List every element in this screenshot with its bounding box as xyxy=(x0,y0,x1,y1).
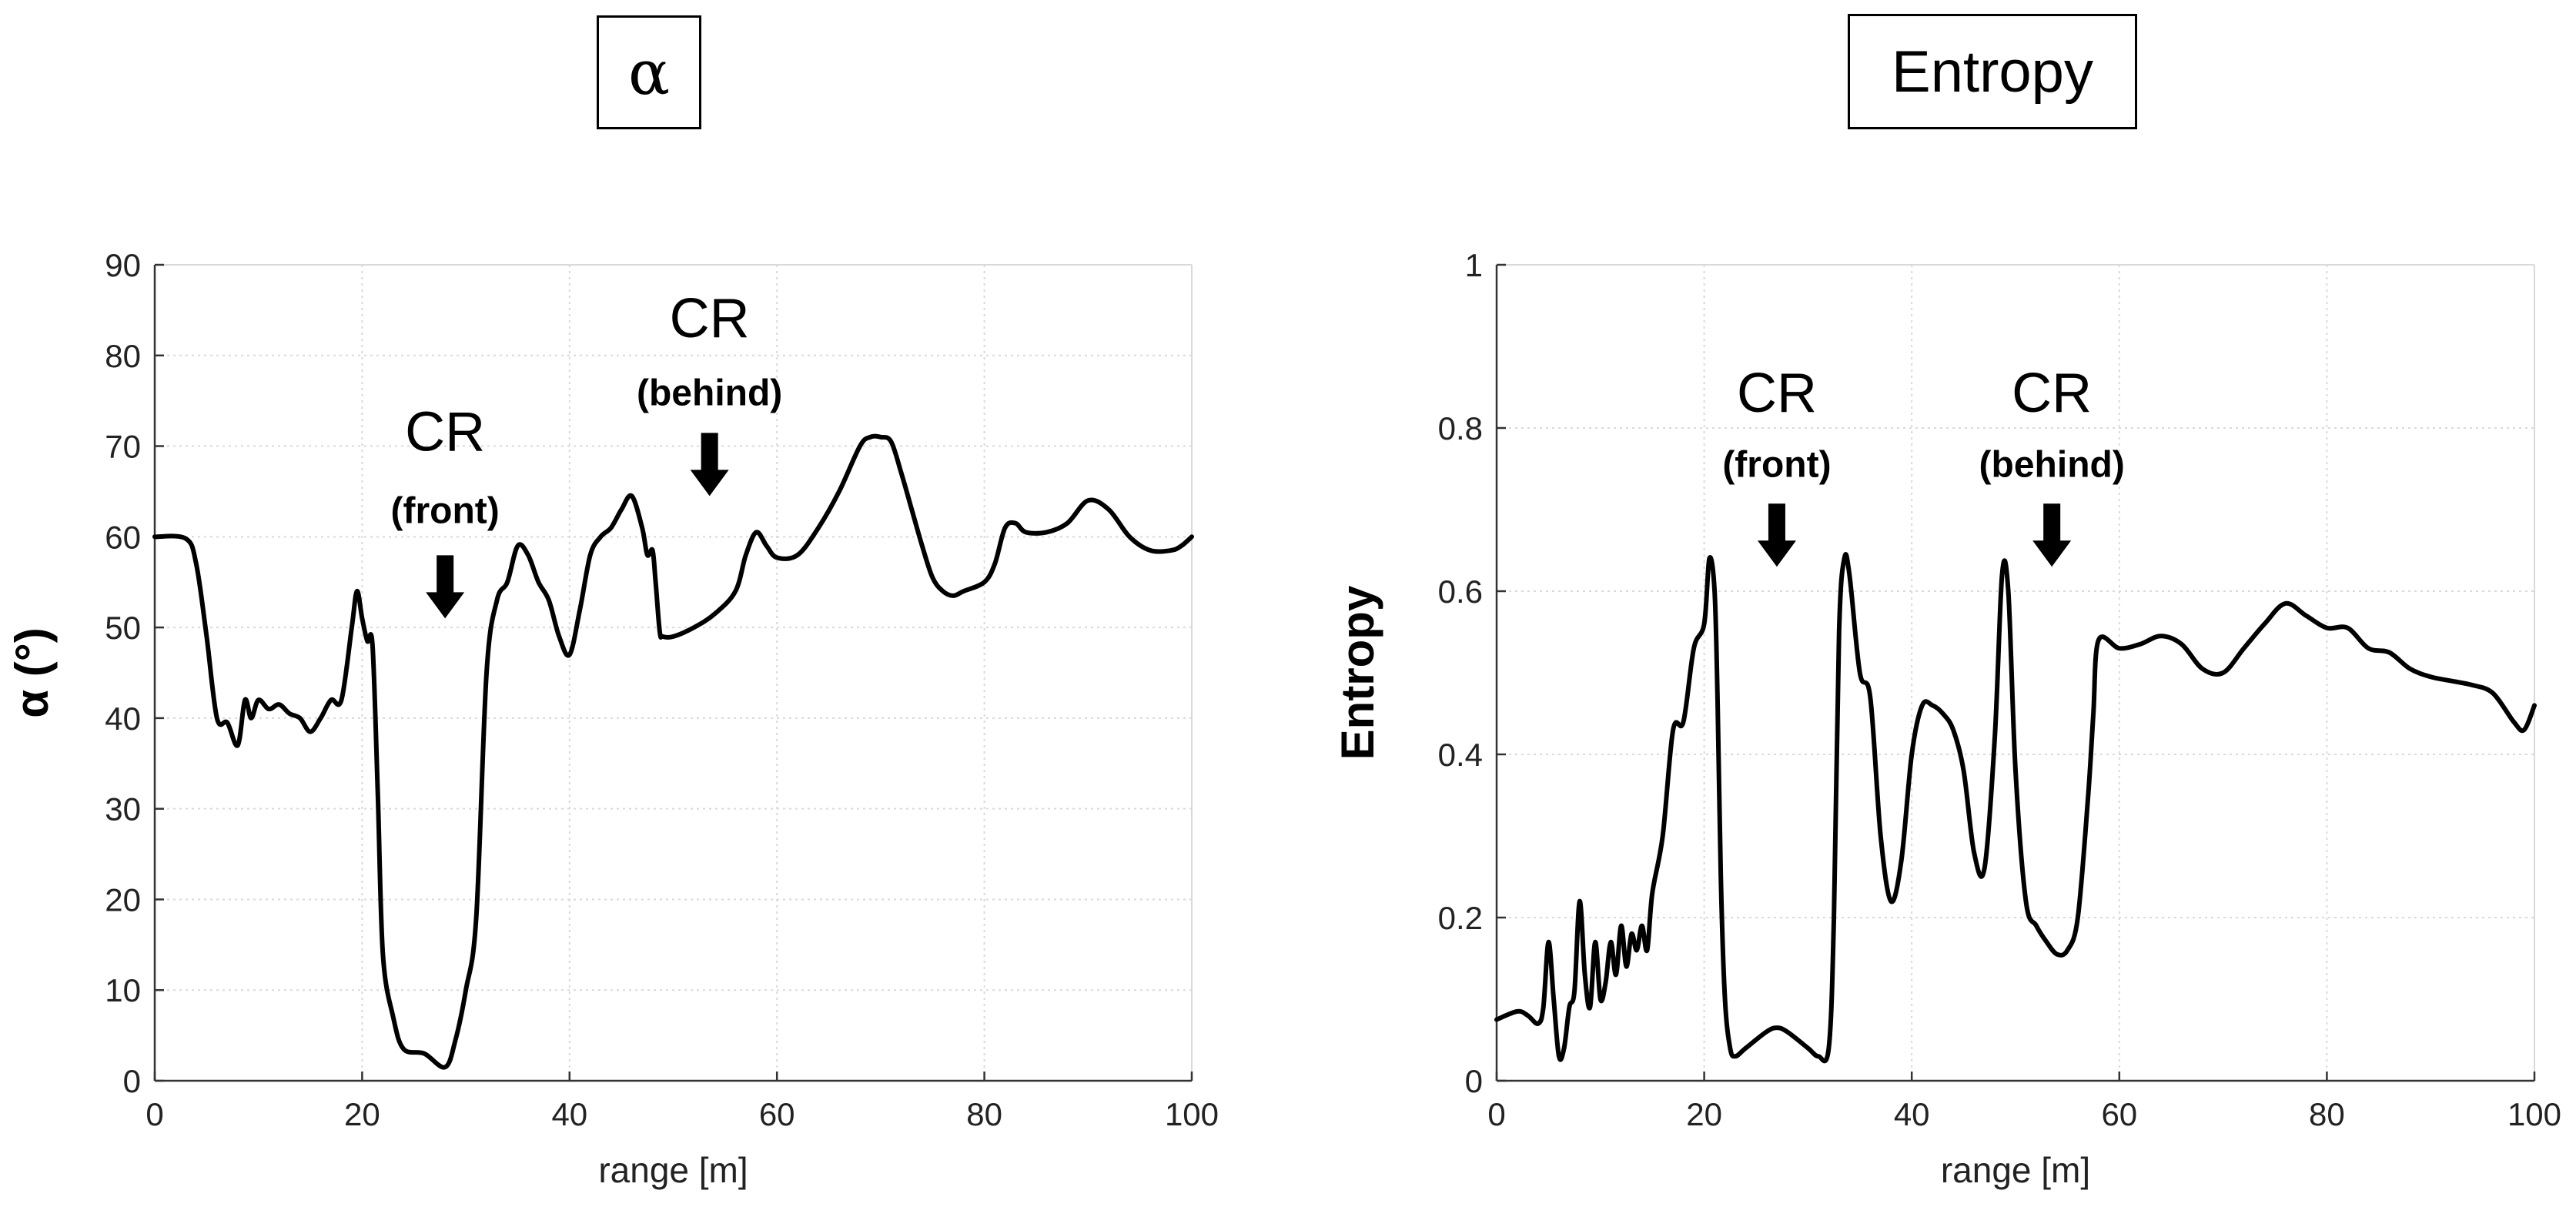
entropy-annotation-cr-label: CR xyxy=(1737,363,1817,424)
entropy-y-tick-label: 0.2 xyxy=(1438,900,1483,936)
alpha-x-tick-label: 100 xyxy=(1165,1096,1219,1132)
entropy-y-axis-label: Entropy xyxy=(1332,585,1383,760)
alpha-annotation-cr-label: CR xyxy=(405,401,485,463)
entropy-x-tick-label: 20 xyxy=(1686,1096,1722,1132)
entropy-x-tick-label: 60 xyxy=(2101,1096,2137,1132)
alpha-x-tick-label: 20 xyxy=(344,1096,380,1132)
alpha-x-axis-label: range [m] xyxy=(598,1150,748,1190)
entropy-y-tick-label: 0.8 xyxy=(1438,410,1483,446)
entropy-x-tick-label: 80 xyxy=(2309,1096,2345,1132)
entropy-annotation-sub-label: (behind) xyxy=(1979,445,2125,486)
alpha-y-tick-label: 0 xyxy=(123,1063,141,1099)
entropy-x-axis-label: range [m] xyxy=(1941,1150,2090,1190)
alpha-x-tick-label: 0 xyxy=(146,1096,163,1132)
entropy-y-tick-label: 0.6 xyxy=(1438,573,1483,610)
entropy-y-tick-label: 1 xyxy=(1465,247,1483,283)
alpha-y-tick-label: 30 xyxy=(105,791,141,828)
entropy-down-arrow-icon xyxy=(1757,503,1796,567)
alpha-y-tick-label: 60 xyxy=(105,519,141,555)
alpha-x-tick-label: 60 xyxy=(759,1096,795,1132)
alpha-y-tick-label: 70 xyxy=(105,429,141,465)
alpha-y-tick-label: 80 xyxy=(105,338,141,374)
entropy-y-tick-label: 0.4 xyxy=(1438,737,1483,773)
alpha-x-tick-label: 80 xyxy=(966,1096,1002,1132)
entropy-chart-title: Entropy xyxy=(1848,14,2137,129)
entropy-x-tick-label: 0 xyxy=(1487,1096,1505,1132)
alpha-y-tick-label: 90 xyxy=(105,247,141,283)
entropy-x-tick-label: 40 xyxy=(1894,1096,1930,1132)
alpha-down-arrow-icon xyxy=(690,433,729,497)
entropy-series-line xyxy=(1494,552,2537,1064)
alpha-y-tick-label: 20 xyxy=(105,881,141,918)
alpha-y-tick-label: 40 xyxy=(105,700,141,737)
entropy-x-tick-label: 100 xyxy=(2507,1096,2561,1132)
alpha-y-tick-label: 10 xyxy=(105,972,141,1008)
entropy-annotation-cr-label: CR xyxy=(2012,363,2092,424)
alpha-series-line xyxy=(152,433,1194,1070)
alpha-annotation-sub-label: (behind) xyxy=(637,373,782,414)
alpha-down-arrow-icon xyxy=(426,555,465,619)
alpha-y-axis-label: α (°) xyxy=(6,627,58,718)
entropy-down-arrow-icon xyxy=(2032,503,2072,567)
alpha-chart: 0 20 40 60 80 100 0 10 20 30 40 50 60 70 80 90 range [m]… xyxy=(6,247,1219,1190)
alpha-annotation-sub-label: (front) xyxy=(391,491,500,532)
alpha-annotation-cr-label: CR xyxy=(670,288,750,349)
entropy-annotation-sub-label: (front) xyxy=(1722,445,1831,486)
entropy-chart: 0 20 40 60 80 100 0 0.2 0.4 0.6 0.8 1 range [m] Entro… xyxy=(1332,247,2561,1190)
entropy-y-tick-label: 0 xyxy=(1465,1063,1483,1099)
alpha-chart-title: α xyxy=(597,15,701,129)
alpha-x-tick-label: 40 xyxy=(551,1096,587,1132)
alpha-y-tick-label: 50 xyxy=(105,610,141,646)
